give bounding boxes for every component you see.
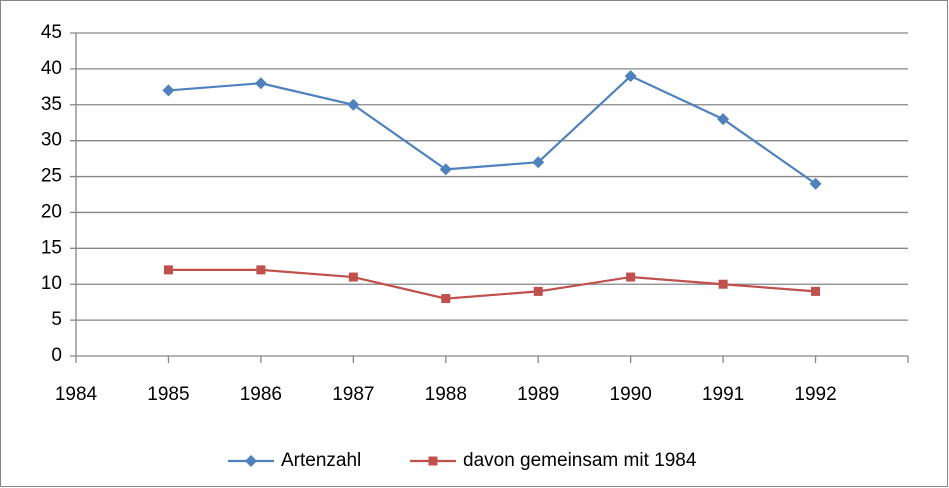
point [441, 294, 451, 304]
point [348, 272, 358, 282]
legend-marker [428, 456, 438, 466]
point [347, 98, 360, 111]
y-tick-label: 10 [41, 273, 62, 294]
x-tick-label: 1991 [702, 384, 744, 405]
y-tick-label: 30 [41, 130, 62, 151]
point [717, 113, 730, 126]
point [809, 177, 822, 190]
x-tick-label: 1984 [55, 384, 98, 405]
point [439, 163, 452, 176]
point [254, 77, 267, 90]
point [162, 84, 175, 97]
y-tick-label: 20 [41, 201, 62, 222]
x-tick-label: 1987 [332, 384, 374, 405]
x-tick-label: 1989 [517, 384, 559, 405]
y-tick-label: 5 [51, 309, 62, 330]
y-tick-label: 15 [41, 237, 62, 258]
y-tick-label: 40 [41, 58, 62, 79]
legend-label: Artenzahl [281, 450, 361, 471]
y-tick-label: 0 [51, 345, 62, 366]
point [626, 272, 636, 282]
point [532, 156, 545, 169]
y-tick-label: 45 [41, 22, 62, 43]
point [624, 70, 637, 83]
x-tick-label: 1992 [794, 384, 836, 405]
y-tick-label: 25 [41, 166, 62, 187]
legend-label: davon gemeinsam mit 1984 [463, 450, 697, 471]
point [256, 265, 266, 275]
series-line [168, 268, 816, 300]
legend-marker [245, 455, 257, 467]
series-line [168, 74, 817, 185]
x-tick-label: 1986 [240, 384, 282, 405]
point [718, 279, 728, 289]
point [811, 286, 821, 296]
x-tick-label: 1988 [425, 384, 467, 405]
x-tick-label: 1985 [147, 384, 189, 405]
x-tick-label: 1990 [610, 384, 652, 405]
point [163, 265, 173, 275]
y-tick-label: 35 [41, 94, 62, 115]
point [533, 286, 543, 296]
